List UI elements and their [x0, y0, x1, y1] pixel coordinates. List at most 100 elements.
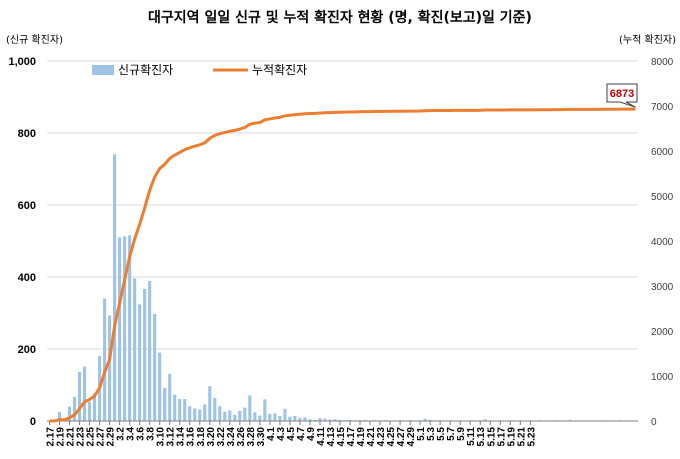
legend-new-cases-label: 신규확진자 — [118, 63, 173, 77]
new-cases-bar — [333, 419, 337, 421]
new-cases-bar — [163, 387, 167, 421]
new-cases-bar — [363, 419, 367, 421]
x-axis-tick-label: 2.25 — [86, 427, 97, 447]
x-axis-tick-label: 4.3 — [276, 427, 287, 441]
new-cases-bar — [338, 419, 342, 421]
new-cases-bar — [328, 419, 332, 421]
new-cases-bar — [158, 352, 162, 421]
x-axis-tick-label: 4.29 — [406, 427, 417, 447]
x-axis-tick-label: 3.22 — [216, 427, 227, 447]
new-cases-bar — [248, 395, 252, 421]
x-axis-tick-label: 3.26 — [236, 427, 247, 447]
x-axis-tick-label: 3.28 — [246, 427, 257, 447]
right-axis-tick-label: 8000 — [651, 57, 674, 68]
x-axis-ticks: 2.17 2.19 2.21 2.23 2.25 2.27 2.29 3.2 3.4 3.6 3.8… — [46, 421, 537, 447]
new-cases-bar — [258, 415, 262, 421]
new-cases-bar — [148, 280, 152, 421]
x-axis-tick-label: 3.20 — [206, 427, 217, 447]
new-cases-bar — [253, 412, 257, 421]
new-cases-bar — [308, 419, 312, 421]
x-axis-tick-label: 5.7 — [446, 427, 457, 441]
final-value-callout: 6873 — [606, 83, 638, 108]
new-cases-bar — [193, 408, 197, 421]
new-cases-bar — [238, 410, 242, 421]
x-axis-tick-label: 4.9 — [306, 427, 317, 441]
x-axis-tick-label: 4.1 — [266, 427, 277, 441]
new-cases-bar — [298, 417, 302, 421]
x-axis-tick-label: 5.21 — [516, 427, 527, 447]
right-axis-tick-label: 2000 — [651, 327, 674, 338]
right-axis-tick-label: 3000 — [651, 282, 674, 293]
new-cases-bars — [47, 154, 623, 422]
right-axis-tick-label: 4000 — [651, 237, 674, 248]
new-cases-bar — [198, 409, 202, 421]
x-axis-tick-label: 3.18 — [196, 427, 207, 447]
x-axis-tick-label: 4.5 — [286, 427, 297, 441]
new-cases-bar — [83, 366, 87, 421]
new-cases-bar — [263, 399, 267, 421]
callout-value: 6873 — [610, 88, 634, 100]
x-axis-tick-label: 4.19 — [356, 427, 367, 447]
left-axis-tick-label: 400 — [18, 272, 36, 284]
left-axis-tick-label: 0 — [30, 416, 36, 428]
new-cases-bar — [93, 393, 97, 421]
x-axis-tick-label: 2.29 — [106, 427, 117, 447]
right-axis-tick-label: 1000 — [651, 372, 674, 383]
left-axis-unit-label: (신규 확진자) — [6, 34, 63, 46]
x-axis-tick-label: 4.25 — [386, 427, 397, 447]
x-axis-tick-label: 3.4 — [126, 427, 137, 441]
new-cases-bar — [173, 394, 177, 421]
x-axis-tick-label: 3.30 — [256, 427, 267, 447]
new-cases-bar — [223, 411, 227, 421]
new-cases-bar — [268, 413, 272, 421]
right-axis-ticks: 0 1000 2000 3000 4000 5000 6000 7000 8000 — [651, 57, 674, 428]
x-axis-tick-label: 3.2 — [116, 427, 127, 441]
x-axis-tick-label: 3.14 — [176, 427, 187, 447]
new-cases-bar — [278, 415, 282, 421]
right-axis-tick-label: 0 — [651, 417, 657, 428]
x-axis-tick-label: 3.12 — [166, 427, 177, 447]
new-cases-bar — [428, 419, 432, 421]
new-cases-bar — [288, 416, 292, 421]
left-axis-tick-label: 600 — [18, 200, 36, 212]
x-axis-tick-label: 4.21 — [366, 427, 377, 447]
new-cases-bar — [313, 419, 317, 421]
x-axis-tick-label: 3.8 — [146, 427, 157, 441]
new-cases-bar — [213, 397, 217, 421]
new-cases-bar — [108, 315, 112, 421]
new-cases-bar — [183, 399, 187, 421]
x-axis-tick-label: 5.13 — [476, 427, 487, 447]
right-axis-tick-label: 7000 — [651, 102, 674, 113]
new-cases-bar — [273, 413, 277, 421]
new-cases-bar — [168, 373, 172, 421]
x-axis-tick-label: 5.19 — [506, 427, 517, 447]
x-axis-tick-label: 2.27 — [96, 427, 107, 447]
x-axis-tick-label: 4.17 — [346, 427, 357, 447]
right-axis-tick-label: 5000 — [651, 192, 674, 203]
x-axis-tick-label: 2.21 — [66, 427, 77, 447]
new-cases-bar — [318, 418, 322, 421]
new-cases-bar — [233, 414, 237, 421]
x-axis-tick-label: 4.27 — [396, 427, 407, 447]
cumulative-cases-line — [49, 107, 636, 423]
x-axis-tick-label: 5.15 — [486, 427, 497, 447]
new-cases-bar — [103, 298, 107, 421]
x-axis-tick-label: 4.11 — [316, 427, 327, 446]
new-cases-bar — [128, 235, 132, 421]
left-axis-tick-label: 1,000 — [8, 56, 36, 68]
new-cases-bar — [143, 288, 147, 421]
new-cases-bar — [228, 410, 232, 421]
new-cases-bar — [67, 406, 72, 421]
new-cases-bar — [133, 278, 137, 421]
x-axis-tick-label: 3.16 — [186, 427, 197, 447]
left-axis-ticks: 0 200 400 600 800 1,000 — [8, 56, 36, 428]
new-cases-bar — [568, 419, 572, 421]
x-axis-tick-label: 2.19 — [56, 427, 67, 447]
x-axis-tick-label: 2.23 — [76, 427, 87, 447]
new-cases-bar — [293, 415, 297, 421]
left-axis-tick-label: 800 — [18, 128, 36, 140]
x-axis-tick-label: 5.3 — [426, 427, 437, 441]
x-axis-tick-label: 4.23 — [376, 427, 387, 447]
